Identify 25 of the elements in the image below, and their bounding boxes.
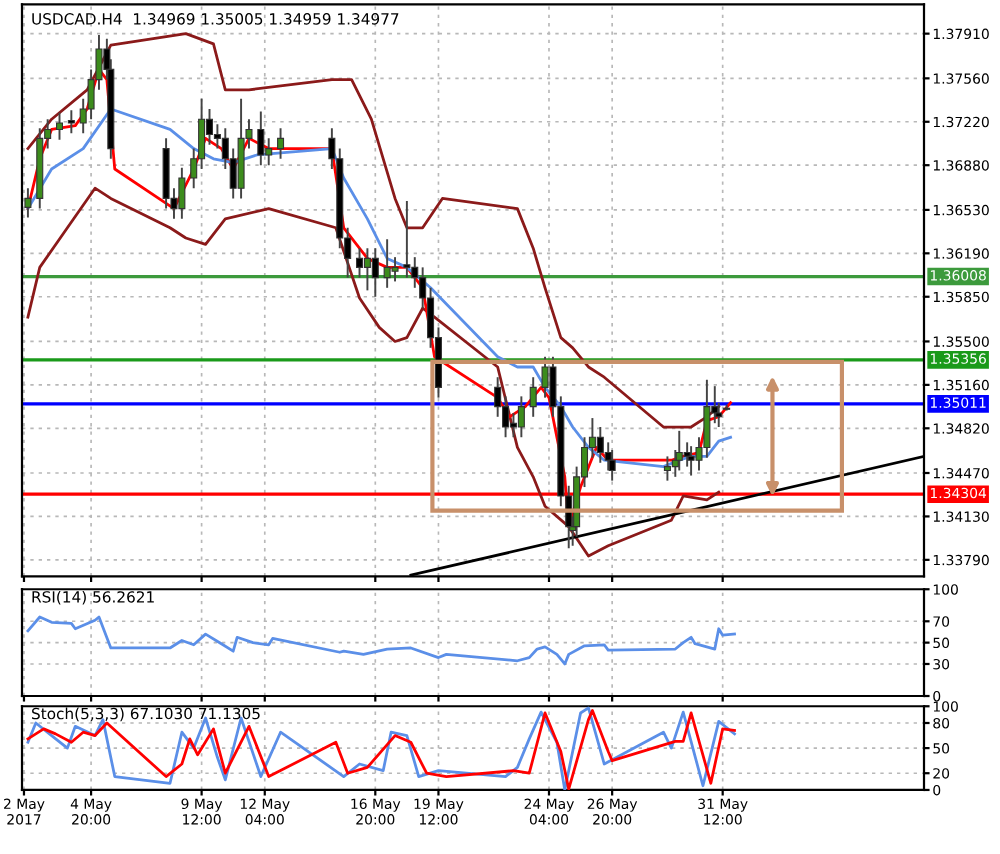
candlestick: [24, 187, 32, 219]
candlestick: [383, 238, 391, 289]
line-series: [26, 615, 736, 666]
candlestick: [257, 110, 265, 167]
candlestick: [355, 247, 364, 279]
candlestick: [683, 441, 691, 468]
candlestick: [178, 166, 186, 220]
candlestick: [67, 109, 75, 135]
candlestick: [517, 395, 525, 439]
candlestick: [265, 137, 273, 167]
candlestick: [596, 426, 604, 464]
candlestick: [541, 355, 549, 399]
candlestick: [363, 247, 371, 292]
candlestick: [55, 111, 64, 141]
candlestick: [277, 127, 285, 160]
candlestick: [663, 455, 671, 482]
candlestick: [391, 256, 399, 283]
candlestick: [529, 376, 537, 418]
candlestick: [371, 247, 379, 298]
candlestick: [403, 199, 411, 279]
line-series: [26, 186, 721, 558]
candlestick: [675, 429, 683, 472]
candlestick: [687, 445, 695, 477]
candlestick: [509, 412, 517, 439]
candlestick: [608, 449, 616, 482]
